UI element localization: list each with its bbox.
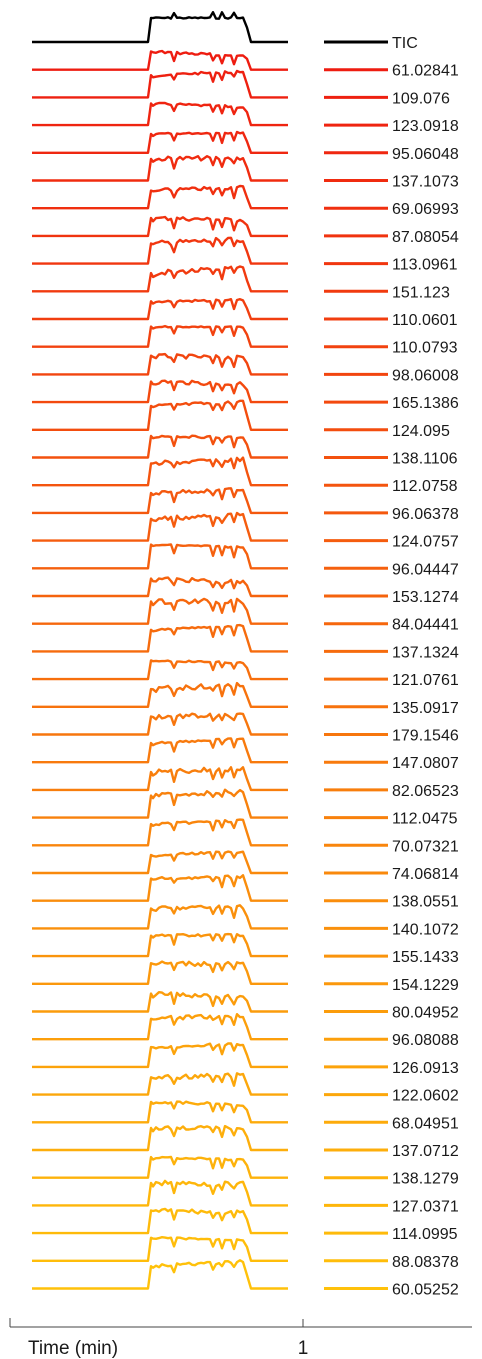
- legend-label-2: 109.076: [392, 90, 450, 107]
- legend-label-28: 112.0475: [392, 811, 458, 828]
- trace-15: [32, 434, 288, 459]
- trace-44: [32, 1236, 288, 1262]
- trace-4: [32, 130, 288, 154]
- legend-label-3: 123.0918: [392, 118, 459, 135]
- legend-label-29: 70.07321: [392, 838, 459, 855]
- legend-label-24: 135.0917: [392, 700, 459, 717]
- legend-label-5: 137.1073: [392, 174, 459, 191]
- legend-label-38: 122.0602: [392, 1088, 459, 1105]
- legend-label-36: 96.08088: [392, 1032, 459, 1049]
- trace-6: [32, 184, 288, 210]
- trace-43: [32, 1207, 288, 1235]
- trace-31: [32, 874, 288, 902]
- trace-38: [32, 1072, 288, 1096]
- trace-14: [32, 399, 288, 431]
- trace-8: [32, 236, 288, 265]
- legend-label-45: 60.05252: [392, 1282, 459, 1299]
- legend-label-4: 95.06048: [392, 146, 459, 163]
- legend-label-17: 96.06378: [392, 506, 459, 523]
- legend-label-26: 147.0807: [392, 755, 459, 772]
- trace-21: [32, 597, 288, 625]
- legend-label-15: 138.1106: [392, 451, 458, 468]
- trace-19: [32, 543, 288, 570]
- trace-45: [32, 1259, 288, 1290]
- trace-11: [32, 324, 288, 348]
- legend-label-0: TIC: [392, 35, 418, 52]
- legend-label-8: 113.0961: [392, 257, 458, 274]
- trace-23: [32, 659, 288, 681]
- trace-29: [32, 818, 288, 847]
- trace-34: [32, 960, 288, 985]
- legend-label-42: 127.0371: [392, 1198, 459, 1215]
- legend-label-25: 179.1546: [392, 728, 459, 745]
- trace-25: [32, 712, 288, 736]
- legend-label-41: 138.1279: [392, 1171, 459, 1188]
- legend-label-9: 151.123: [392, 284, 450, 301]
- legend-label-33: 155.1433: [392, 949, 459, 966]
- trace-18: [32, 511, 288, 542]
- legend-label-27: 82.06523: [392, 783, 459, 800]
- trace-30: [32, 850, 288, 875]
- legend-label-18: 124.0757: [392, 534, 459, 551]
- legend-label-21: 84.04441: [392, 617, 459, 634]
- trace-26: [32, 737, 288, 764]
- legend-label-23: 121.0761: [392, 672, 459, 689]
- legend-label-20: 153.1274: [392, 589, 459, 606]
- legend-label-34: 154.1229: [392, 977, 459, 994]
- trace-5: [32, 155, 288, 182]
- trace-33: [32, 932, 288, 958]
- trace-41: [32, 1155, 288, 1179]
- trace-37: [32, 1042, 288, 1069]
- trace-40: [32, 1124, 288, 1152]
- trace-3: [32, 101, 288, 127]
- x-tick-label-1: 1: [298, 1338, 309, 1359]
- x-axis-label: Time (min): [28, 1338, 118, 1359]
- trace-10: [32, 298, 288, 321]
- legend-label-10: 110.0601: [392, 312, 458, 329]
- legend-label-32: 140.1072: [392, 921, 459, 938]
- trace-12: [32, 352, 288, 376]
- legend-label-1: 61.02841: [392, 63, 459, 80]
- x-axis: Time (min) 1: [9, 1318, 472, 1359]
- legend-label-22: 137.1324: [392, 644, 459, 661]
- trace-27: [32, 766, 288, 792]
- legend-label-16: 112.0758: [392, 478, 458, 495]
- legend-label-31: 138.0551: [392, 894, 459, 911]
- trace-2: [32, 69, 288, 99]
- trace-7: [32, 215, 288, 238]
- trace-16: [32, 456, 288, 487]
- trace-36: [32, 1013, 288, 1041]
- trace-35: [32, 991, 288, 1013]
- legend-label-37: 126.0913: [392, 1060, 459, 1077]
- legend-label-19: 96.04447: [392, 561, 459, 578]
- legend-label-6: 69.06993: [392, 201, 459, 218]
- trace-32: [32, 904, 288, 930]
- legend-label-13: 165.1386: [392, 395, 459, 412]
- trace-42: [32, 1179, 288, 1207]
- legend: TIC 61.02841 109.076 123.0918 95.06048 137.10…: [324, 35, 459, 1299]
- trace-13: [32, 379, 288, 404]
- legend-label-39: 68.04951: [392, 1115, 459, 1132]
- trace-22: [32, 623, 288, 653]
- trace-17: [32, 487, 288, 515]
- legend-label-14: 124.095: [392, 423, 450, 440]
- trace-24: [32, 681, 288, 708]
- legend-label-7: 87.08054: [392, 229, 459, 246]
- trace-28: [32, 788, 288, 819]
- trace-39: [32, 1100, 288, 1124]
- trace-group: [32, 11, 288, 1290]
- trace-0: [32, 11, 288, 44]
- legend-label-44: 88.08378: [392, 1254, 459, 1271]
- legend-label-12: 98.06008: [392, 367, 459, 384]
- trace-20: [32, 576, 288, 598]
- trace-1: [32, 49, 288, 71]
- legend-label-40: 137.0712: [392, 1143, 459, 1160]
- legend-label-35: 80.04952: [392, 1005, 459, 1022]
- legend-label-11: 110.0793: [392, 340, 458, 357]
- trace-9: [32, 265, 288, 293]
- legend-label-43: 114.0995: [392, 1226, 458, 1243]
- legend-label-30: 74.06814: [392, 866, 459, 883]
